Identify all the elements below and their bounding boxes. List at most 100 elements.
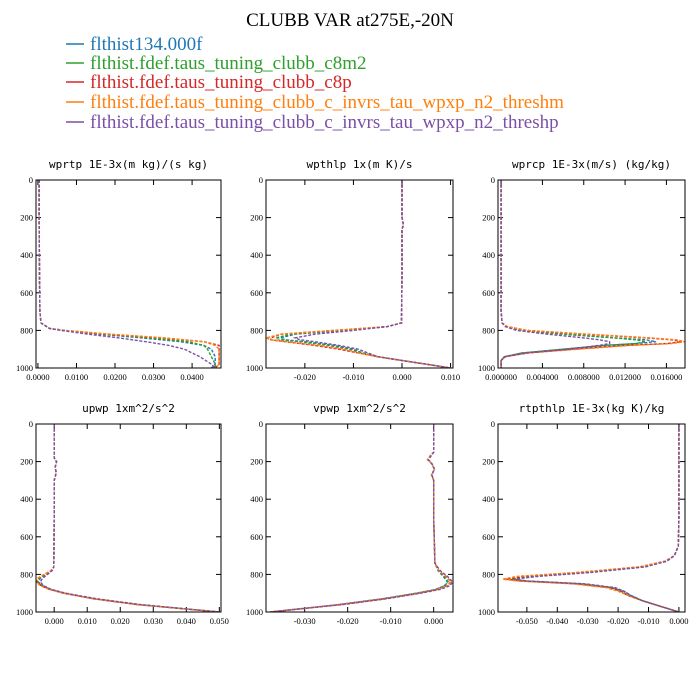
y-tick-label: 400	[482, 494, 495, 504]
y-tick-label: 400	[250, 250, 263, 260]
legend-item: flthist.fdef.taus_tuning_clubb_c_invrs_t…	[66, 112, 559, 133]
series-line	[500, 180, 657, 368]
series-line	[502, 424, 680, 612]
x-tick-label: 0.050	[210, 616, 229, 626]
chart-panel: wprtp 1E-3x(m kg)/(s kg) 0 200 400 600 800 100…	[16, 158, 222, 382]
series-group	[500, 180, 685, 368]
legend-label: flthist.fdef.taus_tuning_clubb_c8p	[90, 72, 352, 93]
x-tick-label: -0.020	[607, 616, 629, 626]
y-tick-label: 0	[259, 419, 263, 429]
series-line	[37, 424, 220, 612]
x-tick-label: -0.030	[294, 616, 316, 626]
x-tick-label: 0.0200	[103, 372, 126, 382]
series-line	[500, 180, 685, 368]
legend-label: flthist134.000f	[90, 34, 203, 55]
series-line	[270, 424, 452, 612]
x-tick-label: -0.010	[380, 616, 402, 626]
legend-item: flthist.fdef.taus_tuning_clubb_c_invrs_t…	[66, 92, 564, 113]
y-tick-label: 400	[482, 250, 495, 260]
series-line	[270, 424, 450, 612]
y-tick-label: 400	[20, 250, 33, 260]
chart-panel: rtpthlp 1E-3x(kg K)/kg 0 200 400 600 800 1000 -…	[478, 402, 688, 626]
legend-label: flthist.fdef.taus_tuning_clubb_c_invrs_t…	[90, 92, 564, 113]
x-tick-label: 0.004000	[526, 372, 558, 382]
series-line	[500, 180, 683, 368]
legend-label: flthist.fdef.taus_tuning_clubb_c8m2	[90, 53, 367, 74]
panel-title: wpthlp 1x(m K)/s	[307, 158, 413, 171]
x-tick-label: 0.000000	[485, 372, 517, 382]
series-line	[514, 424, 680, 612]
series-line	[278, 180, 451, 368]
x-tick-label: 0.020	[111, 616, 130, 626]
series-group	[36, 424, 220, 612]
panel-title: wprcp 1E-3x(m/s) (kg/kg)	[512, 158, 671, 171]
y-tick-label: 400	[20, 494, 33, 504]
y-tick-label: 600	[482, 532, 495, 542]
legend: flthist134.000f flthist.fdef.taus_tuning…	[66, 34, 564, 133]
panel-title: vpwp 1xm^2/s^2	[313, 402, 406, 415]
y-tick-label: 200	[250, 457, 263, 467]
y-tick-label: 0	[491, 419, 495, 429]
series-line	[270, 424, 453, 612]
x-tick-label: 0.000	[424, 616, 443, 626]
series-line	[508, 424, 680, 612]
series-line	[36, 424, 220, 612]
plot-frame	[265, 423, 454, 613]
y-tick-label: 1000	[246, 363, 263, 373]
legend-label: flthist.fdef.taus_tuning_clubb_c_invrs_t…	[90, 112, 559, 133]
x-tick-label: 0.000	[392, 372, 411, 382]
y-tick-label: 0	[29, 175, 33, 185]
plot-frame	[35, 423, 222, 613]
y-tick-label: 0	[491, 175, 495, 185]
y-tick-label: 600	[250, 532, 263, 542]
series-line	[38, 180, 220, 368]
y-tick-label: 800	[250, 325, 263, 335]
y-tick-label: 800	[20, 569, 33, 579]
x-tick-label: 0.012000	[609, 372, 641, 382]
y-tick-label: 800	[20, 325, 33, 335]
series-line	[38, 180, 216, 368]
y-tick-label: 600	[20, 532, 33, 542]
y-tick-label: 800	[250, 569, 263, 579]
series-line	[266, 180, 451, 368]
x-tick-label: 0.0400	[180, 372, 203, 382]
panel-title: wprtp 1E-3x(m kg)/(s kg)	[49, 158, 208, 171]
y-tick-label: 200	[482, 213, 495, 223]
plot-frame	[497, 423, 686, 613]
series-group	[502, 424, 680, 612]
x-tick-label: -0.020	[337, 616, 359, 626]
plot-frame	[497, 179, 686, 369]
panels: wprtp 1E-3x(m kg)/(s kg) 0 200 400 600 800 100…	[16, 158, 688, 626]
x-tick-label: 0.016000	[650, 372, 682, 382]
x-tick-label: 0.000	[45, 616, 64, 626]
series-line	[38, 180, 220, 368]
y-tick-label: 200	[20, 213, 33, 223]
y-tick-label: 800	[482, 569, 495, 579]
panel-title: rtpthlp 1E-3x(kg K)/kg	[519, 402, 665, 415]
chart-panel: vpwp 1xm^2/s^2 0 200 400 600 800 1000 -0.030 -0.…	[246, 402, 454, 626]
x-tick-label: 0.010	[441, 372, 460, 382]
y-tick-label: 0	[29, 419, 33, 429]
x-tick-label: -0.030	[577, 616, 599, 626]
x-tick-label: 0.008000	[568, 372, 600, 382]
series-line	[36, 424, 220, 612]
x-tick-label: -0.010	[638, 616, 660, 626]
series-line	[38, 180, 216, 368]
legend-item: flthist134.000f	[66, 34, 203, 55]
x-tick-label: -0.040	[546, 616, 568, 626]
panel-title: upwp 1xm^2/s^2	[82, 402, 175, 415]
figure-title: CLUBB VAR at275E,-20N	[246, 10, 454, 31]
series-line	[36, 424, 220, 612]
x-tick-label: -0.050	[516, 616, 538, 626]
x-tick-label: 0.040	[177, 616, 196, 626]
x-tick-label: -0.020	[294, 372, 316, 382]
x-tick-label: -0.010	[342, 372, 364, 382]
series-group	[270, 424, 453, 612]
series-line	[39, 424, 220, 612]
y-tick-label: 1000	[478, 607, 495, 617]
y-tick-label: 400	[250, 494, 263, 504]
y-tick-label: 200	[20, 457, 33, 467]
chart-panel: wpthlp 1x(m K)/s 0 200 400 600 800 1000 -0.020 -…	[246, 158, 460, 382]
series-line	[270, 424, 449, 612]
